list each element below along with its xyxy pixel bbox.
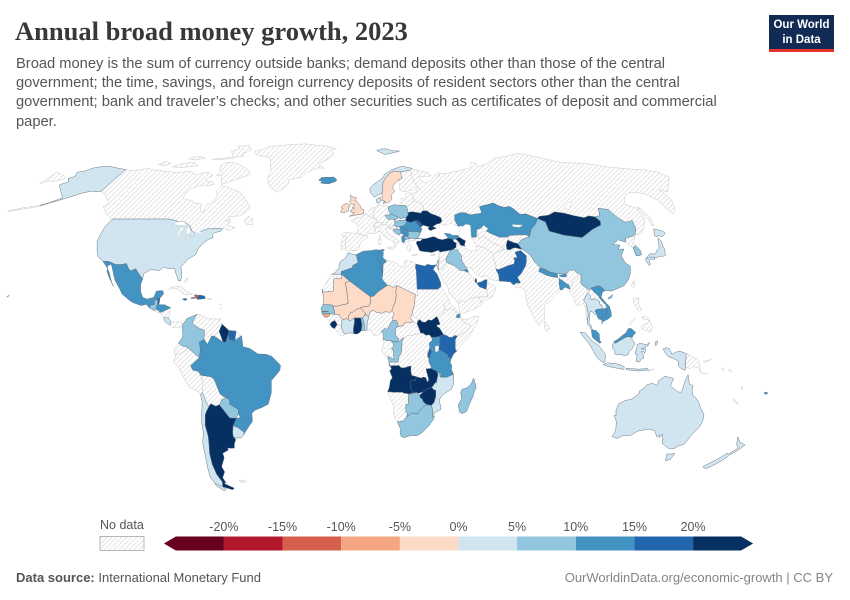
svg-text:-20%: -20% (209, 520, 238, 534)
svg-text:-5%: -5% (389, 520, 411, 534)
svg-text:10%: 10% (563, 520, 588, 534)
svg-text:15%: 15% (622, 520, 647, 534)
svg-text:20%: 20% (681, 520, 706, 534)
svg-text:5%: 5% (508, 520, 526, 534)
svg-text:No data: No data (100, 518, 144, 532)
svg-text:-10%: -10% (327, 520, 356, 534)
svg-text:0%: 0% (449, 520, 467, 534)
svg-text:-15%: -15% (268, 520, 297, 534)
